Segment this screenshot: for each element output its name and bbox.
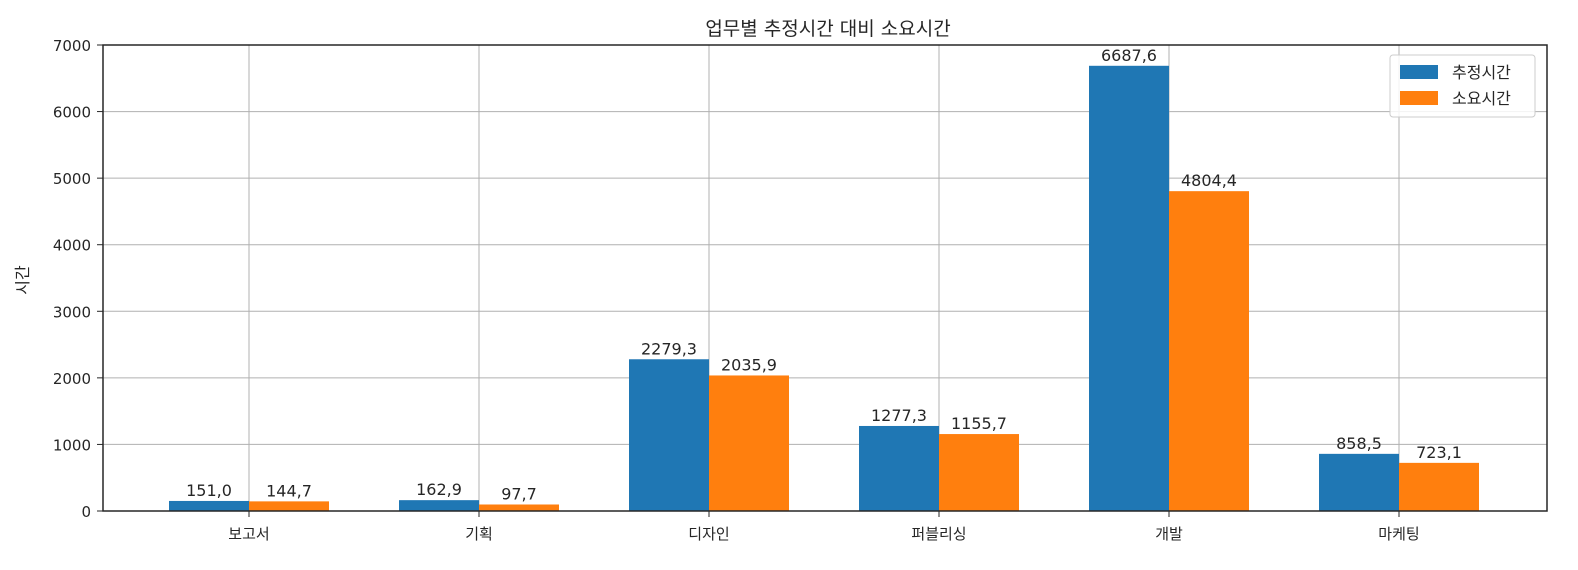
legend-label: 추정시간	[1452, 63, 1511, 82]
y-axis-label: 시간	[13, 265, 32, 295]
x-tick-label: 개발	[1155, 525, 1183, 543]
y-tick-label: 5000	[53, 170, 91, 188]
bar-value-label: 858,5	[1336, 434, 1382, 453]
x-tick-label: 보고서	[228, 525, 269, 543]
y-tick-label: 2000	[53, 370, 91, 388]
bar-value-label: 151,0	[186, 481, 232, 500]
bar-actual	[249, 501, 329, 511]
legend-label: 소요시간	[1452, 89, 1511, 108]
y-tick-label: 4000	[53, 237, 91, 255]
y-tick-label: 7000	[53, 37, 91, 55]
x-tick-label: 디자인	[688, 525, 729, 543]
legend-swatch	[1400, 65, 1438, 79]
bar-value-label: 144,7	[266, 481, 312, 500]
bar-estimated	[1319, 453, 1399, 511]
bar-estimated	[629, 359, 709, 511]
bar-estimated	[859, 425, 939, 511]
bar-value-label: 2279,3	[641, 339, 697, 358]
y-tick-label: 1000	[53, 436, 91, 454]
bar-value-label: 6687,6	[1101, 46, 1157, 65]
y-tick-label: 3000	[53, 303, 91, 321]
bar-value-label: 4804,4	[1181, 171, 1237, 190]
bar-value-label: 162,9	[416, 480, 462, 499]
bar-actual	[1169, 191, 1249, 511]
bars	[169, 65, 1479, 512]
bar-value-label: 1155,7	[951, 414, 1007, 433]
axis-ticks: 0 1000 2000 3000 4000 5000 6000 7000 보고서 기획 디자인 퍼블리…	[53, 37, 1420, 543]
grid-lines	[103, 44, 1547, 512]
x-tick-label: 기획	[465, 525, 493, 543]
bar-value-label: 97,7	[501, 484, 537, 503]
bar-actual	[939, 434, 1019, 511]
y-tick-label: 0	[81, 503, 91, 521]
bar-actual	[1399, 462, 1479, 511]
bar-value-label: 2035,9	[721, 355, 777, 374]
bar-value-label: 1277,3	[871, 406, 927, 425]
bar-value-label: 723,1	[1416, 443, 1462, 462]
y-tick-label: 6000	[53, 104, 91, 122]
bar-estimated	[1089, 65, 1169, 512]
legend-swatch	[1400, 91, 1438, 105]
data-labels: 151,0 144,7 162,9 97,7 2279,3 2035,9 1277,3 115…	[186, 46, 1462, 504]
chart-title: 업무별 추정시간 대비 소요시간	[705, 18, 950, 40]
x-tick-label: 마케팅	[1378, 525, 1419, 543]
bar-actual	[479, 504, 559, 511]
bar-estimated	[169, 500, 249, 511]
bar-actual	[709, 375, 789, 511]
x-tick-label: 퍼블리싱	[911, 525, 966, 543]
plot-frame	[102, 44, 1548, 512]
bar-estimated	[399, 500, 479, 511]
